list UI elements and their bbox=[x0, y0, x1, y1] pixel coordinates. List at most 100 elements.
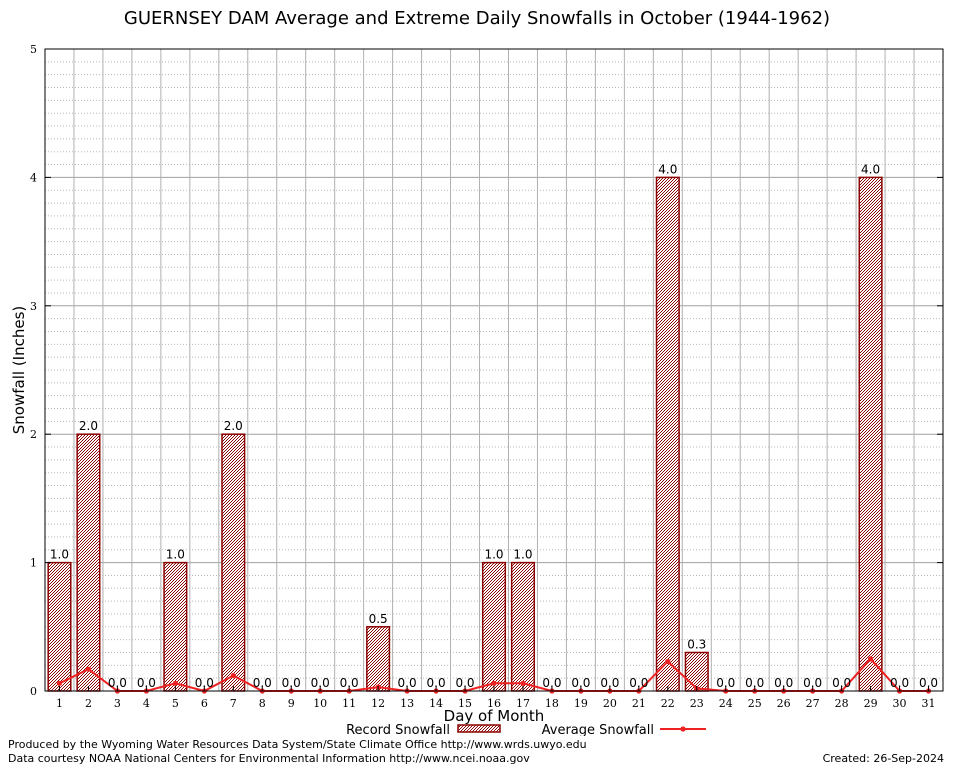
average-point-day-22 bbox=[665, 658, 671, 665]
record-bar-day-16 bbox=[481, 561, 507, 692]
x-tick-label: 24 bbox=[719, 697, 733, 710]
record-bar-day-5 bbox=[163, 561, 188, 692]
average-point-day-2 bbox=[85, 666, 92, 672]
data-label-day-6: 0.0 bbox=[195, 676, 214, 690]
legend-average-marker bbox=[680, 726, 686, 732]
data-label-day-22: 4.0 bbox=[658, 162, 677, 176]
record-bar-day-2 bbox=[76, 433, 101, 692]
data-label-day-8: 0.0 bbox=[253, 676, 272, 690]
data-label-day-23: 0.3 bbox=[687, 637, 706, 651]
footer-created-date: Created: 26-Sep-2024 bbox=[822, 752, 944, 765]
data-label-day-11: 0.0 bbox=[340, 676, 359, 690]
x-tick-label: 20 bbox=[603, 697, 617, 710]
data-label-day-21: 0.0 bbox=[629, 676, 648, 690]
grid bbox=[45, 49, 943, 691]
average-point-day-1 bbox=[56, 680, 63, 686]
data-label-day-16: 1.0 bbox=[484, 548, 503, 562]
record-bar-day-1 bbox=[47, 561, 72, 692]
average-point-day-5 bbox=[172, 680, 178, 686]
record-bar-day-29 bbox=[858, 176, 883, 692]
data-label-day-30: 0.0 bbox=[890, 676, 909, 690]
x-tick-label: 16 bbox=[487, 697, 501, 710]
y-axis-title: Snowfall (Inches) bbox=[10, 306, 28, 434]
x-tick-label: 7 bbox=[230, 697, 237, 710]
data-label-day-17: 1.0 bbox=[513, 548, 532, 562]
average-point-day-17 bbox=[520, 680, 526, 686]
data-label-day-25: 0.0 bbox=[745, 676, 764, 690]
x-tick-label: 30 bbox=[893, 697, 907, 710]
legend-average-label: Average Snowfall bbox=[542, 723, 654, 736]
x-tick-label: 25 bbox=[748, 697, 762, 710]
x-tick-label: 14 bbox=[429, 697, 443, 710]
x-tick-label: 2 bbox=[85, 697, 92, 710]
data-label-day-10: 0.0 bbox=[311, 676, 330, 690]
chart-title: GUERNSEY DAM Average and Extreme Daily S… bbox=[123, 8, 831, 29]
data-label-day-12: 0.5 bbox=[369, 612, 388, 626]
record-bar-day-17 bbox=[510, 561, 536, 692]
data-label-day-18: 0.0 bbox=[542, 676, 561, 690]
y-tick-label: 1 bbox=[30, 557, 37, 570]
x-tick-label: 11 bbox=[342, 697, 356, 710]
y-tick-label: 0 bbox=[30, 685, 37, 698]
record-snowfall-bars bbox=[47, 176, 883, 692]
data-label-day-27: 0.0 bbox=[803, 676, 822, 690]
data-label-day-3: 0.0 bbox=[108, 676, 127, 690]
y-tick-label: 2 bbox=[30, 428, 37, 441]
data-label-day-31: 0.0 bbox=[919, 676, 938, 690]
legend: Record Snowfall Average Snowfall bbox=[346, 723, 706, 736]
data-label-day-15: 0.0 bbox=[455, 676, 474, 690]
x-tick-label: 19 bbox=[574, 697, 588, 710]
x-tick-label: 23 bbox=[690, 697, 704, 710]
data-labels: 1.0 2.0 0.0 0.0 1.0 0.0 2.0 0.0 0.0 0.0 0.0 0.5 0.0 0… bbox=[50, 162, 938, 690]
data-label-day-19: 0.0 bbox=[571, 676, 590, 690]
y-tick-label: 5 bbox=[30, 43, 37, 56]
data-label-day-7: 2.0 bbox=[224, 419, 243, 433]
x-tick-label: 22 bbox=[661, 697, 675, 710]
data-label-day-2: 2.0 bbox=[79, 419, 98, 433]
data-label-day-9: 0.0 bbox=[282, 676, 301, 690]
x-tick-label: 8 bbox=[259, 697, 266, 710]
data-label-day-4: 0.0 bbox=[137, 676, 156, 690]
data-label-day-20: 0.0 bbox=[600, 676, 619, 690]
x-tick-label: 31 bbox=[922, 697, 936, 710]
data-label-day-29: 4.0 bbox=[861, 162, 880, 176]
data-label-day-1: 1.0 bbox=[50, 548, 69, 562]
record-bar-day-7 bbox=[221, 433, 246, 692]
x-tick-label: 27 bbox=[806, 697, 820, 710]
x-tick-label: 6 bbox=[201, 697, 208, 710]
x-tick-label: 28 bbox=[835, 697, 849, 710]
data-label-day-5: 1.0 bbox=[166, 548, 185, 562]
x-tick-label: 29 bbox=[864, 697, 878, 710]
data-label-day-26: 0.0 bbox=[774, 676, 793, 690]
average-point-day-7 bbox=[230, 672, 236, 679]
x-tick-label: 21 bbox=[632, 697, 646, 710]
x-tick-label: 3 bbox=[114, 697, 121, 710]
average-point-day-16 bbox=[491, 680, 497, 686]
record-bar-day-22 bbox=[655, 176, 680, 692]
record-bar-day-23 bbox=[684, 651, 709, 692]
legend-record-label: Record Snowfall bbox=[346, 723, 450, 736]
x-tick-label: 9 bbox=[288, 697, 295, 710]
x-tick-label: 18 bbox=[545, 697, 559, 710]
x-tick-label: 15 bbox=[458, 697, 472, 710]
legend-record-swatch bbox=[457, 724, 501, 733]
x-tick-label: 10 bbox=[313, 697, 327, 710]
x-axis-title: Day of Month bbox=[444, 707, 545, 725]
data-label-day-13: 0.0 bbox=[398, 676, 417, 690]
x-tick-label: 13 bbox=[400, 697, 414, 710]
y-tick-label: 4 bbox=[30, 171, 37, 184]
data-label-day-24: 0.0 bbox=[716, 676, 735, 690]
x-tick-label: 4 bbox=[143, 697, 150, 710]
x-tick-label: 26 bbox=[777, 697, 791, 710]
data-label-day-28: 0.0 bbox=[832, 676, 851, 690]
footer-data-credit: Data courtesy NOAA National Centers for … bbox=[8, 752, 530, 765]
x-tick-label: 17 bbox=[516, 697, 530, 710]
x-tick-label: 5 bbox=[172, 697, 179, 710]
y-tick-label: 3 bbox=[30, 300, 37, 313]
record-bar-day-12 bbox=[366, 626, 391, 692]
data-label-day-14: 0.0 bbox=[427, 676, 446, 690]
x-tick-label: 12 bbox=[371, 697, 385, 710]
x-tick-label: 1 bbox=[56, 697, 63, 710]
